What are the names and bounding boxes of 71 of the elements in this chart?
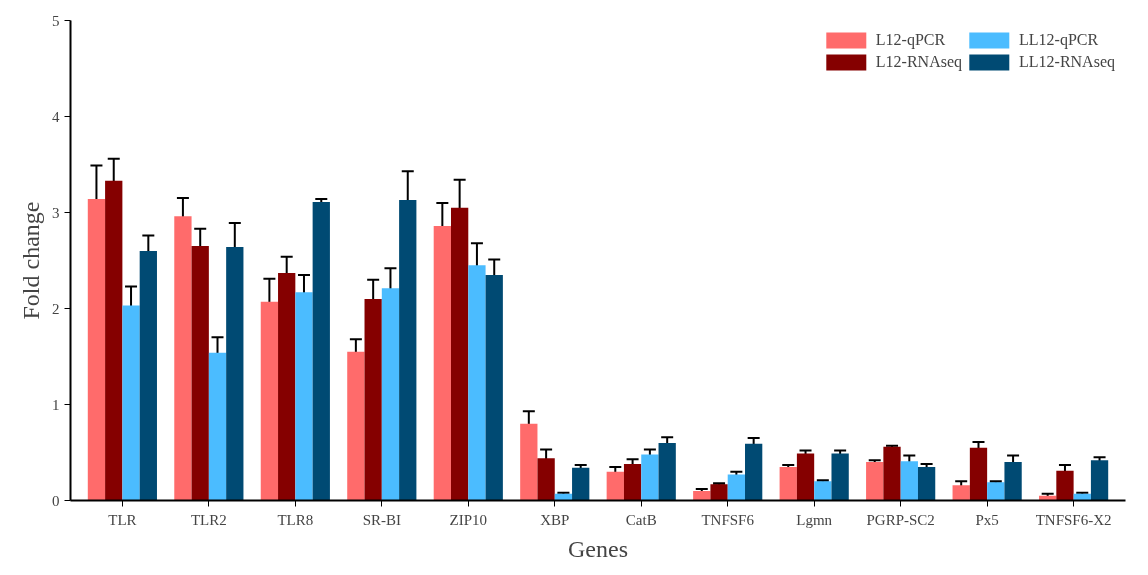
y-tick-label: 1: [52, 396, 60, 413]
bar: [450, 207, 469, 501]
bar: [520, 423, 538, 501]
bar: [399, 200, 417, 501]
bar: [174, 216, 192, 501]
legend-label: L12-qPCR: [875, 31, 946, 49]
bar: [122, 305, 140, 501]
bar: [623, 464, 642, 501]
bar: [866, 462, 884, 501]
x-axis-title: Genes: [568, 535, 628, 562]
x-tick-label: TLR8: [277, 511, 314, 528]
bar: [779, 466, 797, 501]
bar: [917, 466, 936, 501]
bar: [641, 454, 659, 501]
x-tick-label: XBP: [540, 511, 570, 528]
bar: [312, 201, 330, 501]
bar: [710, 484, 728, 501]
bar: [364, 298, 382, 501]
bar: [745, 443, 763, 501]
y-axis-title: Fold change: [18, 201, 44, 320]
x-tick-label: TNFSF6: [701, 511, 755, 528]
y-tick-label: 3: [52, 204, 60, 221]
bar: [554, 493, 573, 501]
bar: [952, 485, 970, 501]
bar: [900, 461, 918, 501]
y-tick-label: 0: [52, 492, 60, 509]
legend-label: LL12-qPCR: [1019, 31, 1099, 49]
bar: [278, 272, 296, 501]
bar: [105, 180, 123, 501]
bar: [606, 471, 624, 501]
bar: [658, 442, 676, 501]
x-tick-label: TLR2: [190, 511, 227, 528]
bar: [226, 247, 244, 501]
bar: [87, 199, 106, 501]
x-tick-label: Px5: [975, 511, 999, 528]
bar: [468, 265, 486, 501]
bar: [347, 351, 365, 501]
x-tick-label: TNFSF6-X2: [1035, 511, 1112, 528]
legend-label: LL12-RNAseq: [1019, 53, 1115, 71]
bar: [572, 467, 590, 501]
bar: [727, 474, 746, 501]
x-tick-label: PGRP-SC2: [866, 511, 935, 528]
x-tick-label: SR-BI: [362, 511, 401, 528]
bar: [1004, 462, 1022, 501]
bar: [139, 250, 157, 501]
bar: [485, 274, 503, 501]
x-tick-label: ZIP10: [449, 511, 488, 528]
x-tick-label: TLR: [108, 511, 137, 528]
y-tick-label: 2: [52, 300, 60, 317]
bar: [260, 301, 279, 501]
bar: [1056, 470, 1074, 501]
y-tick-label: 5: [52, 12, 60, 29]
bar: [693, 490, 711, 501]
bar: [1073, 493, 1091, 501]
y-tick-label: 4: [52, 108, 60, 125]
x-tick-label: Lgmn: [796, 511, 833, 528]
x-tick-label: CatB: [625, 511, 657, 528]
bar: [796, 453, 815, 501]
bar: [381, 288, 400, 501]
bar: [208, 352, 227, 501]
bar: [987, 482, 1005, 501]
bar: [814, 481, 832, 501]
bar: [295, 292, 313, 501]
bar: [883, 446, 901, 501]
legend-label: L12-RNAseq: [875, 53, 963, 71]
bar: [831, 453, 849, 501]
bar: [537, 458, 555, 501]
bar: [433, 225, 451, 501]
bar: [969, 447, 988, 501]
bar: [191, 246, 209, 501]
bar: [1090, 460, 1109, 501]
